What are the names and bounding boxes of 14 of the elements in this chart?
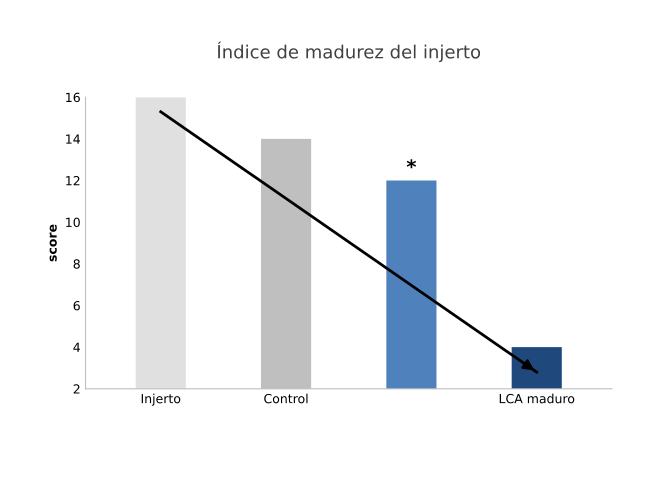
annotation: *: [406, 159, 416, 168]
y-tick-label: 10: [66, 218, 80, 228]
chart-title: Índice de madurez del injerto: [218, 42, 480, 62]
y-tick-label: 12: [66, 176, 80, 186]
y-tick-label: 14: [66, 134, 80, 144]
x-tick-label: Injerto: [142, 394, 180, 406]
y-tick-label: 16: [66, 92, 80, 102]
y-tick-label: 2: [74, 384, 80, 394]
y-axis-title: score: [50, 224, 57, 262]
y-tick-label: 8: [74, 259, 80, 269]
x-tick-label: Control: [264, 394, 308, 404]
x-tick-label: LCA maduro: [500, 394, 574, 404]
y-tick-label: 4: [73, 342, 80, 352]
y-tick-label: 6: [74, 300, 80, 310]
